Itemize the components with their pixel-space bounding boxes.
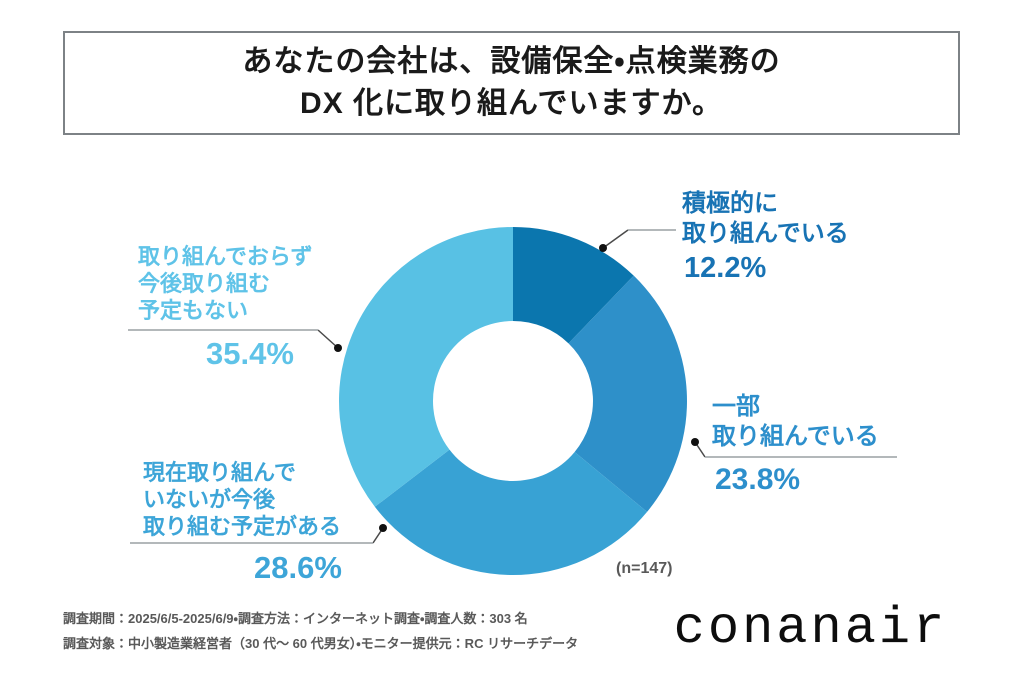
callout-seg3-label-line2: いないが今後 (143, 487, 276, 512)
callout-seg2-label-line1: 一部 (712, 393, 760, 420)
callout-seg4-label-line1: 取り組んでおらず (138, 244, 313, 269)
question-title-line1: あなたの会社は、設備保全・点検業務の (242, 45, 781, 78)
callout-seg4-label: 取り組んでおらず 今後取り組む 予定もない (138, 243, 312, 324)
leader-dot-seg4 (334, 344, 342, 352)
brand-logo: conanair (673, 599, 948, 658)
donut-segment-4 (339, 227, 513, 507)
leader-dot-seg3 (379, 524, 387, 532)
leader-dot-seg2 (691, 438, 699, 446)
survey-notes: 調査期間：2025/6/5-2025/6/9・調査方法：インターネット調査・調査… (63, 606, 578, 656)
callout-seg4-label-line2: 今後取り組む (138, 271, 271, 296)
callout-seg2-value: 23.8% (715, 463, 801, 496)
leader-dot-seg1 (599, 244, 607, 252)
callout-seg4-label-line3: 予定もない (138, 298, 249, 323)
donut-segments (339, 226, 687, 575)
question-title-box: あなたの会社は、設備保全・点検業務の DX 化に取り組んでいますか。 (63, 31, 960, 135)
donut-segment-2 (568, 275, 687, 512)
donut-segment-3 (374, 449, 648, 575)
callout-seg1-value: 12.2% (684, 252, 767, 284)
callout-seg3-label-line1: 現在取り組んで (143, 460, 296, 485)
survey-notes-line1: 調査期間：2025/6/5-2025/6/9・調査方法：インターネット調査・調査… (63, 611, 528, 626)
donut-segment-1 (513, 226, 634, 344)
sample-size-label: (n=147) (616, 560, 673, 577)
leader-line-seg4-diagonal (317, 329, 339, 349)
callout-seg1-label-line1: 積極的に (682, 190, 778, 217)
callout-seg2-label-line2: 取り組んでいる (712, 423, 879, 450)
question-title-line2: DX 化に取り組んでいますか。 (300, 87, 723, 120)
callout-seg1-label-line2: 取り組んでいる (682, 220, 849, 247)
callout-seg3-label-line3: 取り組む予定がある (143, 514, 342, 539)
callout-seg1-label: 積極的に 取り組んでいる (682, 189, 849, 249)
leader-line-seg1-diagonal (602, 229, 629, 249)
survey-notes-line2: 調査対象：中小製造業経営者（30 代～ 60 代男女）・モニター提供元：RC リ… (63, 636, 579, 651)
callout-seg3-value: 28.6% (254, 550, 342, 585)
callout-seg2-label: 一部 取り組んでいる (712, 392, 879, 452)
callout-seg4-value: 35.4% (206, 336, 294, 371)
callout-seg3-label: 現在取り組んで いないが今後 取り組む予定がある (143, 459, 341, 540)
